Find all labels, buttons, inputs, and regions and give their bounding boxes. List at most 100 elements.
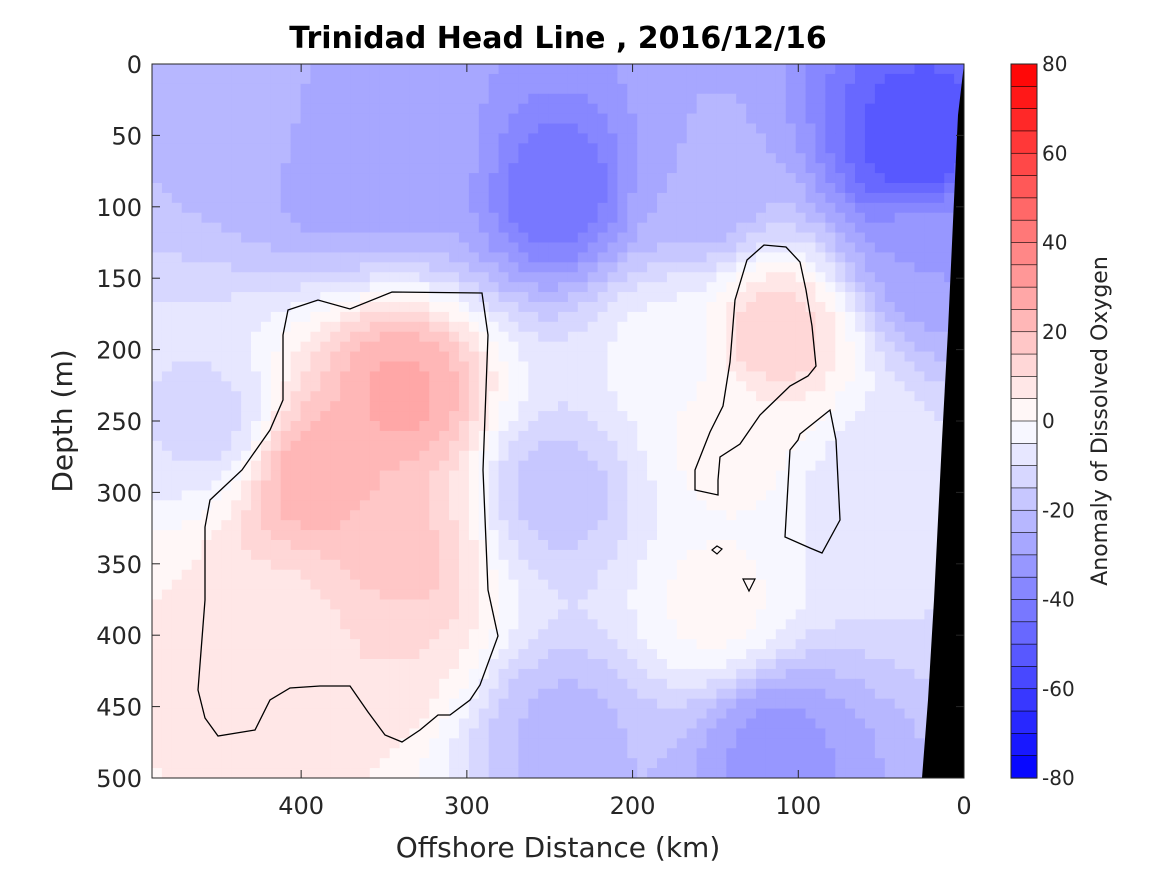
field-cell	[201, 282, 213, 293]
field-cell	[567, 153, 579, 164]
field-cell	[409, 64, 420, 75]
field-cell	[350, 391, 361, 402]
field-cell	[924, 222, 935, 234]
field-cell	[260, 302, 272, 313]
field-cell	[775, 212, 787, 224]
field-cell	[320, 649, 331, 660]
field-cell	[835, 83, 846, 95]
field-cell	[676, 282, 688, 293]
field-cell	[924, 163, 935, 174]
field-cell	[300, 351, 312, 363]
field-cell	[340, 311, 351, 323]
field-cell	[379, 321, 391, 333]
field-cell	[795, 242, 807, 254]
field-cell	[825, 292, 836, 303]
field-cell	[409, 579, 420, 591]
field-cell	[548, 411, 559, 422]
field-cell	[409, 212, 420, 224]
field-cell	[894, 391, 906, 402]
field-cell	[340, 73, 351, 85]
field-cell	[419, 321, 430, 333]
field-cell	[478, 331, 490, 343]
field-cell	[478, 609, 490, 620]
field-cell	[756, 500, 767, 511]
field-cell	[171, 490, 183, 501]
field-cell	[429, 73, 440, 85]
field-cell	[706, 520, 718, 531]
field-cell	[587, 262, 599, 273]
field-cell	[181, 153, 193, 164]
field-cell	[855, 351, 866, 363]
field-cell	[647, 649, 658, 660]
field-cell	[449, 83, 460, 95]
field-cell	[498, 123, 510, 135]
field-cell	[775, 173, 787, 184]
field-cell	[637, 64, 648, 75]
field-cell	[805, 381, 817, 392]
field-cell	[241, 559, 252, 571]
field-cell	[518, 549, 529, 561]
field-cell	[310, 659, 321, 670]
field-cell	[310, 520, 321, 531]
field-cell	[538, 143, 549, 154]
field-cell	[419, 579, 430, 591]
field-cell	[686, 411, 698, 422]
field-cell	[617, 559, 628, 571]
field-cell	[350, 401, 361, 412]
field-cell	[171, 470, 183, 482]
field-cell	[241, 351, 252, 363]
field-cell	[152, 381, 163, 392]
field-cell	[914, 232, 925, 244]
field-cell	[439, 381, 450, 392]
field-cell	[429, 153, 440, 164]
field-cell	[468, 133, 480, 144]
field-cell	[597, 153, 609, 164]
field-cell	[657, 440, 668, 452]
field-cell	[449, 500, 460, 511]
field-cell	[439, 659, 450, 670]
field-cell	[152, 272, 163, 283]
field-cell	[429, 341, 440, 353]
field-cell	[468, 351, 480, 363]
field-cell	[815, 311, 826, 323]
field-cell	[409, 341, 420, 353]
field-cell	[359, 331, 371, 343]
field-cell	[518, 183, 529, 194]
field-cell	[181, 292, 193, 303]
field-cell	[845, 629, 856, 640]
field-cell	[716, 242, 727, 254]
field-cell	[340, 272, 351, 283]
field-cell	[686, 173, 698, 184]
field-cell	[835, 163, 846, 174]
field-cell	[845, 559, 856, 571]
field-cell	[914, 183, 925, 194]
field-cell	[488, 321, 500, 333]
field-cell	[785, 83, 797, 95]
field-cell	[181, 163, 193, 174]
field-cell	[468, 222, 480, 234]
field-cell	[666, 222, 678, 234]
field-cell	[260, 629, 272, 640]
field-cell	[894, 311, 906, 323]
field-cell	[498, 153, 510, 164]
field-cell	[567, 183, 579, 194]
field-cell	[577, 153, 589, 164]
field-cell	[855, 579, 866, 591]
field-cell	[696, 569, 708, 581]
field-cell	[211, 480, 222, 492]
field-cell	[538, 540, 549, 551]
field-cell	[310, 212, 321, 224]
field-cell	[310, 500, 321, 511]
field-cell	[231, 649, 242, 660]
field-cell	[884, 272, 896, 283]
field-cell	[845, 470, 856, 482]
field-cell	[815, 659, 826, 670]
field-cell	[874, 351, 886, 363]
field-cell	[924, 282, 935, 293]
field-cell	[795, 450, 807, 462]
field-cell	[211, 163, 222, 174]
field-cell	[419, 520, 430, 531]
field-cell	[379, 302, 391, 313]
field-cell	[607, 252, 619, 263]
field-cell	[330, 361, 341, 373]
